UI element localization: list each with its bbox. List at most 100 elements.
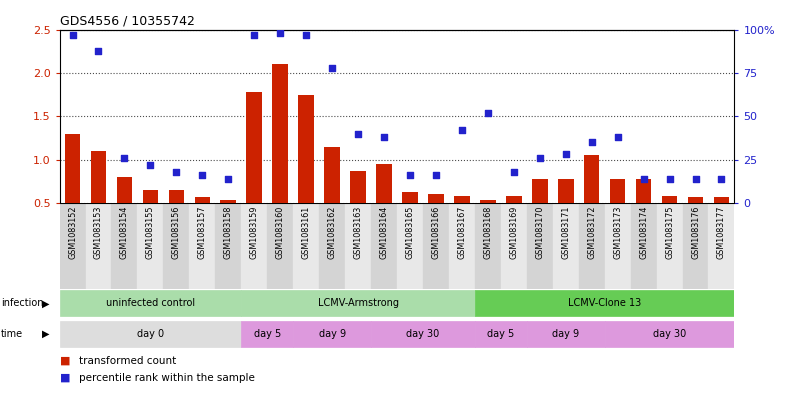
Bar bbox=[423, 203, 449, 289]
Point bbox=[611, 134, 624, 140]
Bar bbox=[221, 200, 236, 246]
Bar bbox=[475, 290, 734, 316]
Bar bbox=[215, 203, 241, 289]
Bar bbox=[605, 321, 734, 347]
Point bbox=[144, 162, 156, 168]
Bar bbox=[449, 203, 475, 289]
Bar bbox=[268, 203, 293, 289]
Bar bbox=[86, 203, 111, 289]
Bar bbox=[428, 194, 444, 246]
Text: GSM1083163: GSM1083163 bbox=[353, 206, 363, 259]
Point bbox=[196, 172, 209, 178]
Bar bbox=[60, 321, 241, 347]
Point bbox=[300, 32, 313, 38]
Bar bbox=[683, 203, 708, 289]
Point bbox=[248, 32, 260, 38]
Point bbox=[222, 175, 235, 182]
Text: ▶: ▶ bbox=[42, 298, 50, 309]
Bar bbox=[636, 178, 651, 246]
Text: GSM1083153: GSM1083153 bbox=[94, 206, 103, 259]
Point bbox=[456, 127, 468, 133]
Point bbox=[274, 30, 287, 37]
Text: GSM1083171: GSM1083171 bbox=[561, 206, 570, 259]
Text: GSM1083169: GSM1083169 bbox=[509, 206, 518, 259]
Bar bbox=[657, 203, 683, 289]
Bar bbox=[111, 203, 137, 289]
Text: infection: infection bbox=[1, 298, 44, 309]
Point bbox=[585, 139, 598, 145]
Bar bbox=[501, 203, 526, 289]
Bar bbox=[708, 203, 734, 289]
Text: GSM1083172: GSM1083172 bbox=[588, 206, 596, 259]
Text: GSM1083177: GSM1083177 bbox=[717, 206, 726, 259]
Bar bbox=[610, 178, 626, 246]
Bar bbox=[241, 321, 293, 347]
Bar bbox=[376, 164, 391, 246]
Bar bbox=[475, 321, 526, 347]
Text: GSM1083166: GSM1083166 bbox=[431, 206, 441, 259]
Text: GSM1083173: GSM1083173 bbox=[613, 206, 622, 259]
Text: GSM1083159: GSM1083159 bbox=[250, 206, 259, 259]
Bar bbox=[475, 203, 501, 289]
Bar bbox=[293, 321, 371, 347]
Text: LCMV-Armstrong: LCMV-Armstrong bbox=[318, 298, 399, 309]
Text: GSM1083167: GSM1083167 bbox=[457, 206, 466, 259]
Text: GSM1083164: GSM1083164 bbox=[380, 206, 388, 259]
Point bbox=[118, 155, 131, 161]
Point bbox=[66, 32, 79, 38]
Bar bbox=[584, 155, 599, 246]
Bar bbox=[168, 190, 184, 246]
Point bbox=[715, 175, 728, 182]
Bar bbox=[714, 197, 729, 246]
Point bbox=[663, 175, 676, 182]
Bar bbox=[506, 196, 522, 246]
Point bbox=[534, 155, 546, 161]
Point bbox=[170, 169, 183, 175]
Text: time: time bbox=[1, 329, 23, 339]
Point bbox=[352, 130, 364, 137]
Text: transformed count: transformed count bbox=[79, 356, 176, 366]
Bar bbox=[605, 203, 630, 289]
Point bbox=[560, 151, 572, 158]
Bar bbox=[137, 203, 164, 289]
Bar bbox=[117, 177, 133, 246]
Text: GSM1083152: GSM1083152 bbox=[68, 206, 77, 259]
Bar bbox=[164, 203, 189, 289]
Point bbox=[638, 175, 650, 182]
Text: GSM1083158: GSM1083158 bbox=[224, 206, 233, 259]
Text: day 0: day 0 bbox=[137, 329, 164, 339]
Text: GSM1083176: GSM1083176 bbox=[691, 206, 700, 259]
Text: uninfected control: uninfected control bbox=[106, 298, 195, 309]
Point bbox=[378, 134, 391, 140]
Text: GSM1083155: GSM1083155 bbox=[146, 206, 155, 259]
Text: day 9: day 9 bbox=[318, 329, 345, 339]
Text: percentile rank within the sample: percentile rank within the sample bbox=[79, 373, 256, 383]
Bar bbox=[324, 147, 340, 246]
Text: GSM1083174: GSM1083174 bbox=[639, 206, 648, 259]
Bar bbox=[345, 203, 371, 289]
Point bbox=[689, 175, 702, 182]
Point bbox=[507, 169, 520, 175]
Text: GSM1083170: GSM1083170 bbox=[535, 206, 544, 259]
Bar bbox=[350, 171, 366, 246]
Bar bbox=[532, 178, 548, 246]
Bar bbox=[319, 203, 345, 289]
Point bbox=[92, 48, 105, 54]
Text: day 30: day 30 bbox=[407, 329, 440, 339]
Text: GSM1083165: GSM1083165 bbox=[406, 206, 414, 259]
Bar bbox=[553, 203, 579, 289]
Bar bbox=[189, 203, 215, 289]
Text: GSM1083161: GSM1083161 bbox=[302, 206, 310, 259]
Bar bbox=[246, 92, 262, 246]
Text: GSM1083154: GSM1083154 bbox=[120, 206, 129, 259]
Bar bbox=[293, 203, 319, 289]
Text: LCMV-Clone 13: LCMV-Clone 13 bbox=[568, 298, 642, 309]
Point bbox=[326, 65, 338, 71]
Text: day 9: day 9 bbox=[552, 329, 580, 339]
Bar bbox=[65, 134, 80, 246]
Point bbox=[430, 172, 442, 178]
Text: GSM1083157: GSM1083157 bbox=[198, 206, 206, 259]
Bar bbox=[299, 95, 314, 246]
Text: ■: ■ bbox=[60, 356, 70, 366]
Bar bbox=[60, 290, 241, 316]
